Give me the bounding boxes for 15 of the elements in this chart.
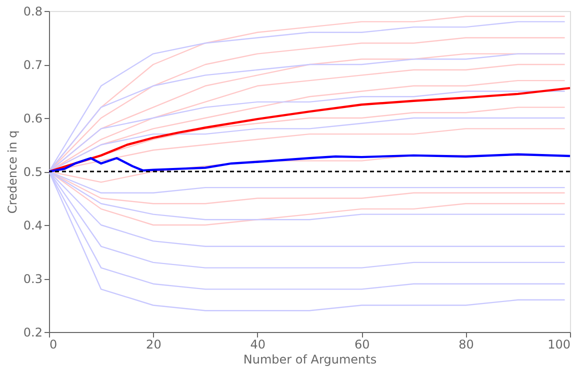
- y-tick-label: 0.8: [23, 4, 42, 18]
- y-axis-title: Credence in q: [5, 130, 20, 214]
- y-tick-label: 0.4: [23, 218, 42, 232]
- x-tick-label: 100: [548, 338, 570, 352]
- x-tick-label: 80: [458, 338, 474, 352]
- x-tick-label: 20: [146, 338, 162, 352]
- y-tick-label: 0.6: [23, 112, 42, 126]
- y-tick-label: 0.3: [23, 272, 42, 286]
- y-tick-label: 0.5: [23, 165, 42, 179]
- x-tick-label: 0: [50, 338, 58, 352]
- y-tick-label: 0.2: [23, 326, 42, 340]
- y-tick-label: 0.7: [23, 58, 42, 72]
- x-axis-title: Number of Arguments: [243, 352, 377, 366]
- x-tick-label: 40: [250, 338, 266, 352]
- x-tick-label: 60: [354, 338, 370, 352]
